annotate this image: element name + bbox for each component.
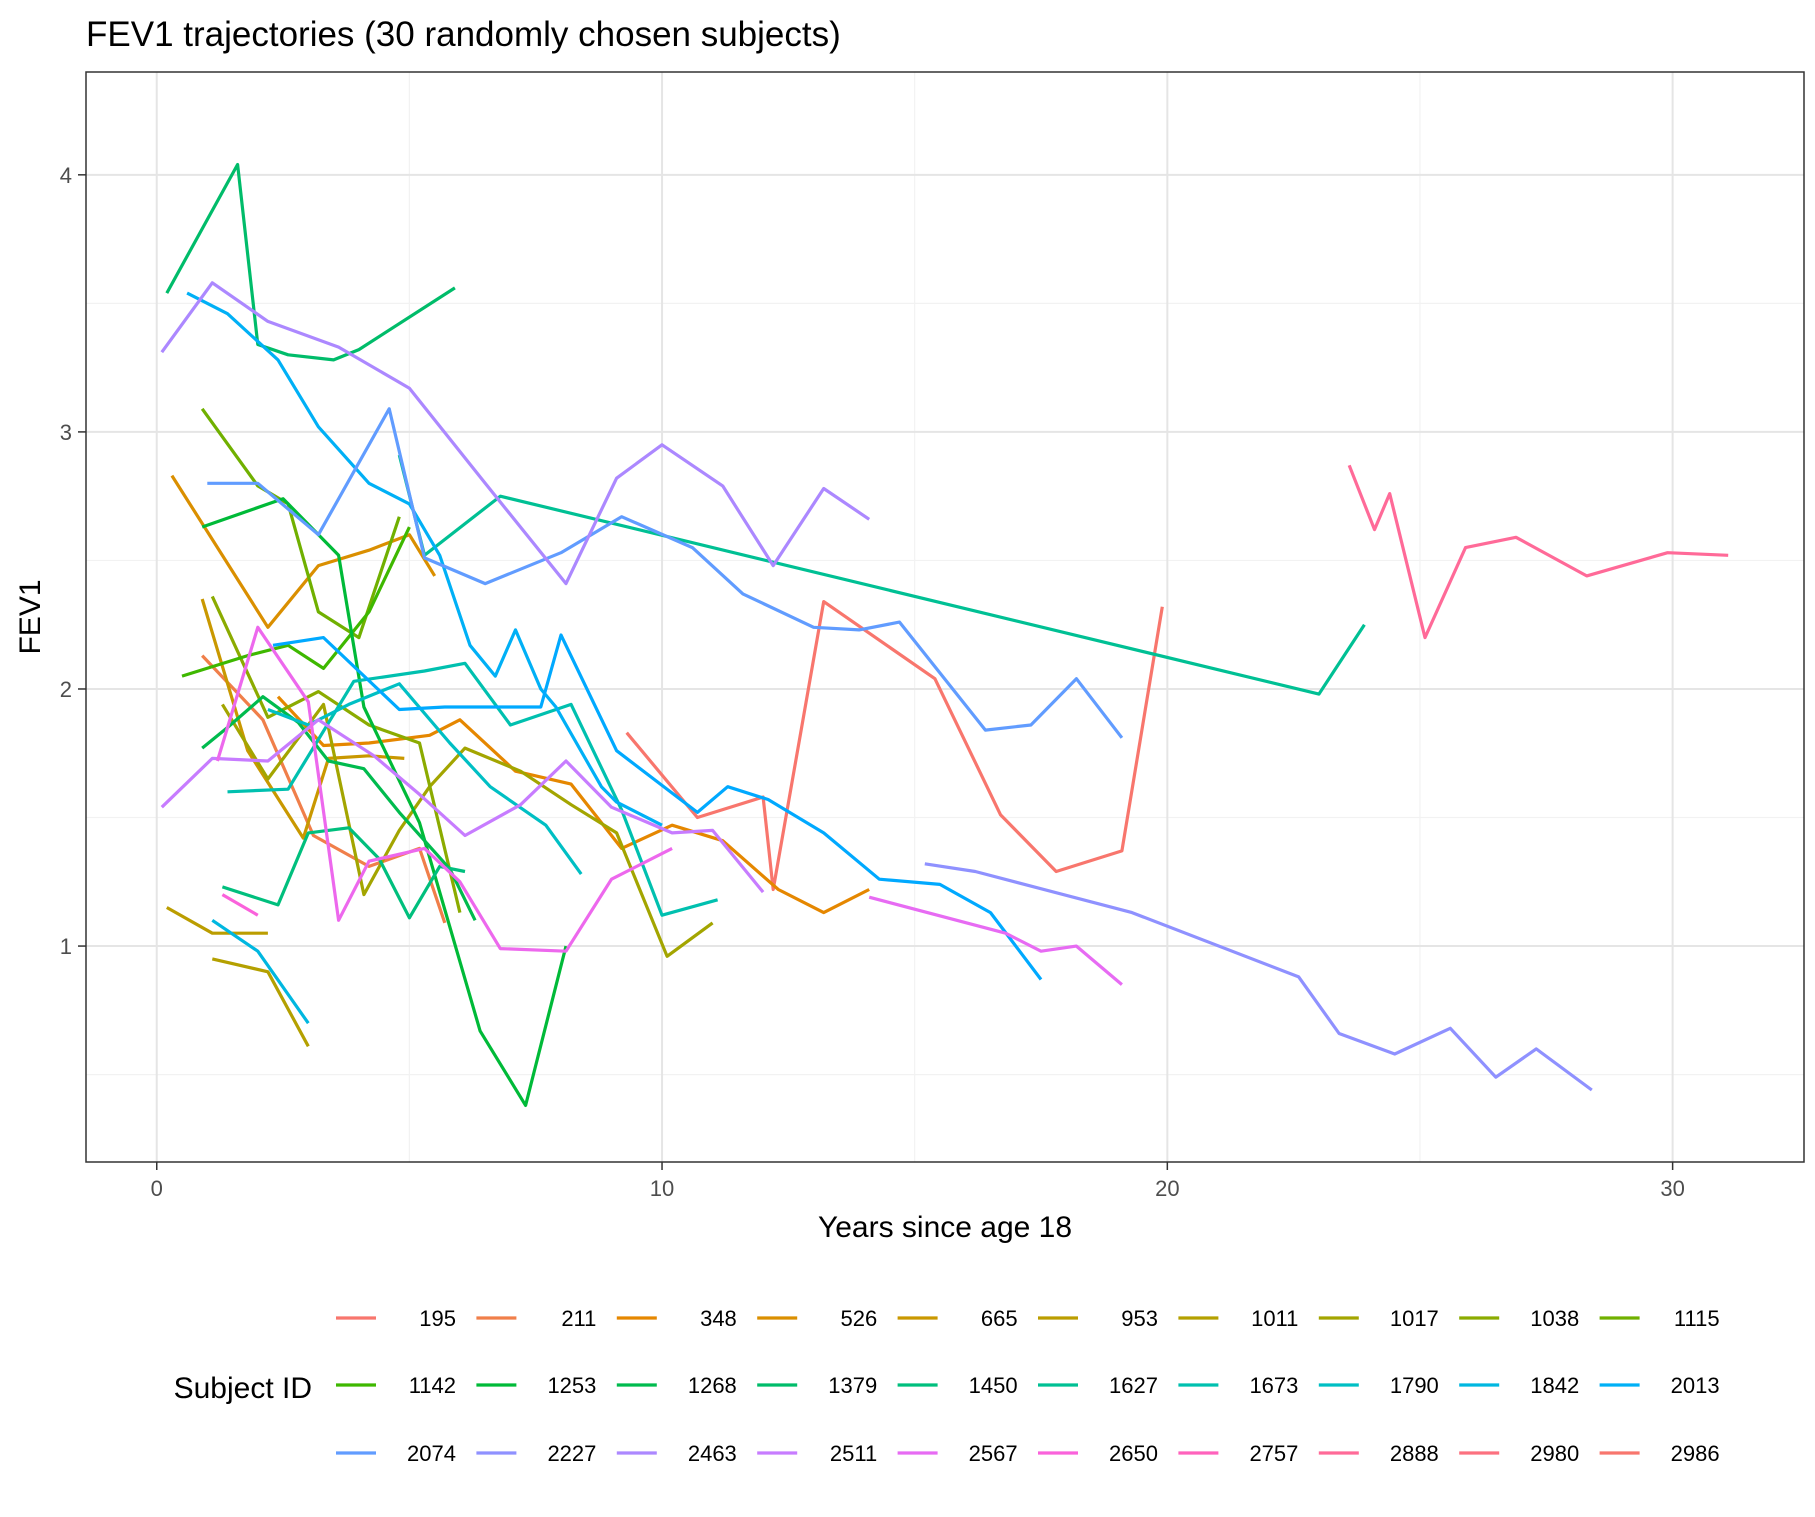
series-line-2650 <box>215 625 673 953</box>
legend-label-1142: 1142 <box>409 1373 456 1398</box>
x-axis-label: Years since age 18 <box>818 1211 1072 1244</box>
x-tick-label: 10 <box>650 1176 674 1201</box>
x-tick-label: 30 <box>1660 1176 1684 1201</box>
series-line-953 <box>166 906 268 935</box>
series-line-1450 <box>221 826 466 920</box>
series-line-2074 <box>272 633 1043 981</box>
legend-label-195: 195 <box>419 1306 456 1331</box>
series-line-2757 <box>221 893 259 917</box>
x-tick-label: 0 <box>151 1176 163 1201</box>
series-line-2013 <box>186 291 663 827</box>
series-line-1142 <box>181 526 411 678</box>
legend-label-2986: 2986 <box>1671 1441 1720 1466</box>
legend-label-1115: 1115 <box>1674 1306 1720 1331</box>
legend-label-2980: 2980 <box>1530 1441 1579 1466</box>
chart-title: FEV1 trajectories (30 randomly chosen su… <box>86 15 841 54</box>
y-axis-label: FEV1 <box>14 579 47 654</box>
series-line-2567 <box>868 895 1123 986</box>
series-line-1627 <box>397 454 1366 696</box>
legend-label-2511: 2511 <box>830 1441 877 1466</box>
legend-label-1673: 1673 <box>1249 1373 1298 1398</box>
legend-label-2650: 2650 <box>1109 1441 1158 1466</box>
legend-label-2227: 2227 <box>547 1441 596 1466</box>
series-layer <box>160 162 1729 1108</box>
grid-layer <box>86 72 1804 1162</box>
series-line-1842 <box>211 918 310 1025</box>
series-line-2227 <box>207 407 1124 739</box>
series-line-2980 <box>1347 464 1729 640</box>
legend-label-1017: 1017 <box>1390 1306 1439 1331</box>
y-tick-label: 2 <box>60 677 72 702</box>
y-tick-label: 3 <box>60 420 72 445</box>
axis-layer: 0 10 20 30 1 2 3 4 <box>60 163 1685 1201</box>
series-line-1011 <box>211 957 310 1048</box>
x-tick-label: 20 <box>1155 1176 1179 1201</box>
legend-title: Subject ID <box>174 1372 312 1405</box>
legend-label-1379: 1379 <box>828 1373 877 1398</box>
series-line-211 <box>201 654 447 924</box>
series-line-195 <box>625 599 1164 892</box>
legend-label-953: 953 <box>1121 1306 1158 1331</box>
legend-label-1842: 1842 <box>1530 1373 1579 1398</box>
plot-panel-border <box>85 71 1805 1163</box>
legend-label-1450: 1450 <box>969 1373 1018 1398</box>
series-line-1379 <box>165 162 456 362</box>
legend-label-665: 665 <box>981 1306 1018 1331</box>
legend-label-348: 348 <box>700 1306 737 1331</box>
legend-label-2567: 2567 <box>969 1441 1018 1466</box>
legend-label-1268: 1268 <box>688 1373 737 1398</box>
legend-label-1627: 1627 <box>1109 1373 1158 1398</box>
series-line-1017 <box>221 702 714 958</box>
legend-label-1011: 1011 <box>1251 1306 1298 1331</box>
legend-label-2757: 2757 <box>1249 1441 1298 1466</box>
legend-label-1253: 1253 <box>547 1373 596 1398</box>
series-line-2511 <box>160 718 765 894</box>
legend-label-2013: 2013 <box>1671 1373 1720 1398</box>
legend: Subject ID 195 211 348 526 665 953 1011 1017 103… <box>174 1306 1720 1466</box>
legend-label-526: 526 <box>840 1306 877 1331</box>
y-tick-label: 4 <box>60 163 72 188</box>
series-line-1253 <box>201 497 568 1108</box>
legend-label-1038: 1038 <box>1530 1306 1579 1331</box>
series-line-348 <box>276 695 870 915</box>
legend-label-2074: 2074 <box>407 1441 456 1466</box>
series-line-2227b <box>924 862 1593 1092</box>
legend-label-211: 211 <box>561 1306 596 1331</box>
series-line-1268 <box>201 695 477 922</box>
y-tick-label: 1 <box>60 934 72 959</box>
legend-label-2888: 2888 <box>1390 1441 1439 1466</box>
legend-label-1790: 1790 <box>1390 1373 1439 1398</box>
series-line-526 <box>170 474 437 629</box>
series-line-2463 <box>160 281 871 586</box>
legend-label-2463: 2463 <box>688 1441 737 1466</box>
